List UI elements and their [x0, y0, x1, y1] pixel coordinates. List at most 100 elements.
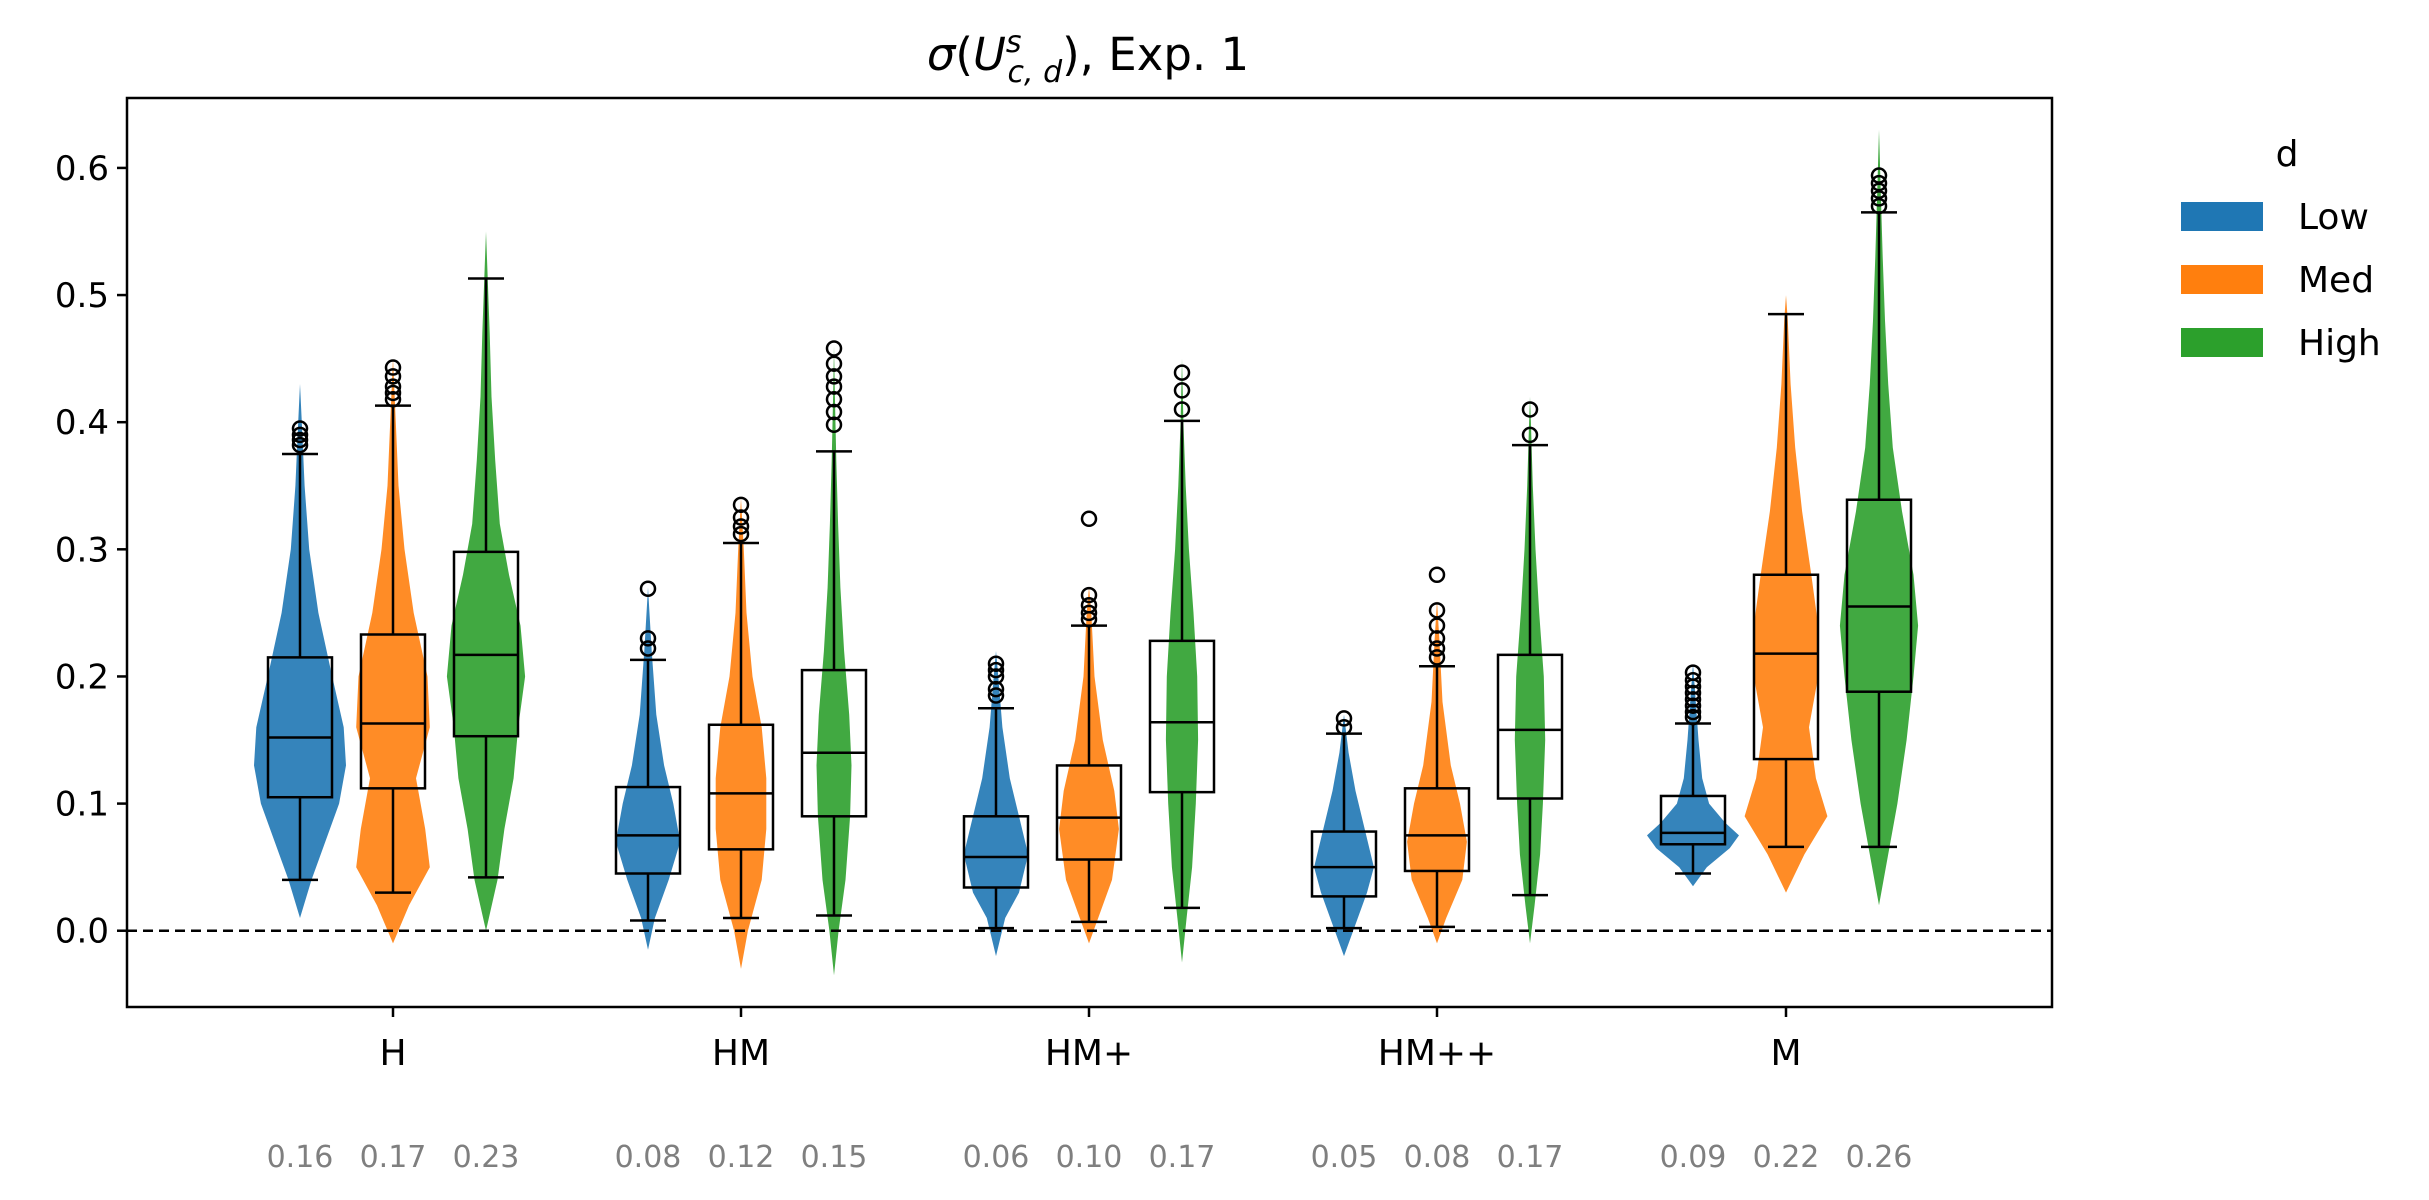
legend-swatch-low: [2181, 202, 2263, 231]
box: [1403, 787, 1471, 873]
outlier-point: [825, 403, 843, 421]
x-tick-label: HM: [712, 1033, 770, 1074]
outlier-point: [1173, 364, 1191, 381]
outlier-point: [987, 668, 1005, 685]
outlier-point: [1080, 597, 1098, 614]
boxplot-high-hm+: [1148, 364, 1216, 910]
outlier-point: [1173, 382, 1191, 399]
mean-label: 0.16: [267, 1140, 334, 1175]
box: [359, 633, 427, 790]
outlier-point: [384, 378, 402, 395]
boxplot-med-m: [1752, 312, 1820, 849]
violin-high-h: [446, 231, 526, 931]
outlier-point: [1080, 604, 1098, 622]
outlier-point: [291, 431, 309, 449]
outlier-point: [1335, 710, 1353, 727]
outlier-point: [1428, 617, 1446, 634]
outlier-point: [1870, 167, 1888, 184]
outlier-point: [1684, 672, 1702, 689]
mean-label: 0.08: [1404, 1140, 1471, 1175]
boxplot-high-hm: [800, 340, 868, 917]
mean-label: 0.09: [1660, 1140, 1727, 1175]
outlier-point: [987, 687, 1005, 704]
outlier-point: [732, 518, 750, 535]
mean-label: 0.17: [1497, 1140, 1564, 1175]
boxplot-high-h: [452, 277, 520, 879]
mean-label: 0.10: [1056, 1140, 1123, 1175]
axes: 0.0 0.1 0.2 0.3 0.4 0.5 0.6 H HM HM+ HM++ M: [55, 149, 1802, 1074]
outlier-point: [1521, 401, 1539, 418]
mean-labels: 0.16 0.17 0.23 0.08 0.12 0.15 0.06 0.10 0.17 0.05…: [267, 1140, 1913, 1175]
violin-high-hm+: [1165, 358, 1199, 963]
y-tick-label: 0.6: [55, 149, 109, 189]
boxplot-low-h: [266, 420, 334, 882]
outlier-point: [1335, 719, 1353, 736]
outlier-point: [825, 378, 843, 395]
outlier-point: [1684, 691, 1702, 708]
box: [1055, 764, 1123, 861]
box: [1310, 830, 1378, 898]
outlier-point: [639, 630, 657, 647]
outlier-point: [825, 391, 843, 408]
box: [707, 723, 775, 851]
mean-label: 0.26: [1846, 1140, 1913, 1175]
violin-high-m: [1839, 129, 1919, 906]
box: [1496, 653, 1564, 800]
box: [1845, 498, 1913, 693]
legend-label-low: Low: [2298, 197, 2369, 238]
mean-label: 0.12: [708, 1140, 775, 1175]
box: [800, 668, 868, 818]
plot-area: [127, 129, 2052, 976]
outlier-point: [1428, 649, 1446, 666]
outlier-point: [1080, 510, 1098, 528]
outlier-point: [384, 368, 402, 385]
y-tick-label: 0.1: [55, 785, 109, 825]
outlier-point: [291, 436, 309, 454]
outlier-point: [639, 580, 657, 597]
legend-label-med: Med: [2298, 260, 2374, 301]
chart-title: σ(Us c, d), Exp. 1: [927, 25, 1249, 90]
outlier-point: [1684, 664, 1702, 681]
mean-label: 0.05: [1311, 1140, 1378, 1175]
legend-swatch-med: [2181, 265, 2263, 294]
outlier-point: [987, 655, 1005, 672]
violin-high-hm++: [1514, 396, 1546, 944]
outlier-point: [825, 340, 843, 357]
outlier-point: [1684, 697, 1702, 714]
boxplot-high-m: [1845, 167, 1913, 849]
boxplot-high-hm++: [1496, 401, 1564, 897]
mean-label: 0.17: [360, 1140, 427, 1175]
x-tick-label: HM+: [1045, 1033, 1133, 1074]
violin-med-hm: [715, 498, 767, 969]
x-tick-label: M: [1770, 1033, 1801, 1074]
outlier-point: [1428, 566, 1446, 583]
outlier-point: [1684, 703, 1702, 721]
boxplot-med-hm+: [1055, 510, 1123, 924]
violin-med-m: [1744, 295, 1828, 893]
outlier-point: [1173, 401, 1191, 418]
mean-label: 0.06: [963, 1140, 1030, 1175]
box: [452, 550, 520, 738]
y-tick-label: 0.0: [55, 912, 109, 952]
outlier-point: [732, 525, 750, 543]
outlier-point: [825, 368, 843, 385]
mean-label: 0.17: [1149, 1140, 1216, 1175]
outlier-point: [384, 384, 402, 402]
outlier-point: [384, 391, 402, 408]
outlier-point: [1428, 630, 1446, 647]
outlier-point: [1428, 640, 1446, 657]
y-tick-label: 0.2: [55, 657, 109, 697]
boxplot-low-hm+: [962, 655, 1030, 930]
outlier-point: [1428, 602, 1446, 619]
outlier-point: [987, 680, 1005, 698]
mean-label: 0.08: [615, 1140, 682, 1175]
outlier-point: [639, 640, 657, 657]
outlier-point: [732, 496, 750, 514]
boxplot-med-hm: [707, 496, 775, 920]
outlier-point: [384, 359, 402, 376]
outlier-point: [1870, 174, 1888, 192]
legend-swatch-high: [2181, 328, 2263, 357]
outlier-point: [825, 355, 843, 372]
mean-label: 0.15: [801, 1140, 868, 1175]
